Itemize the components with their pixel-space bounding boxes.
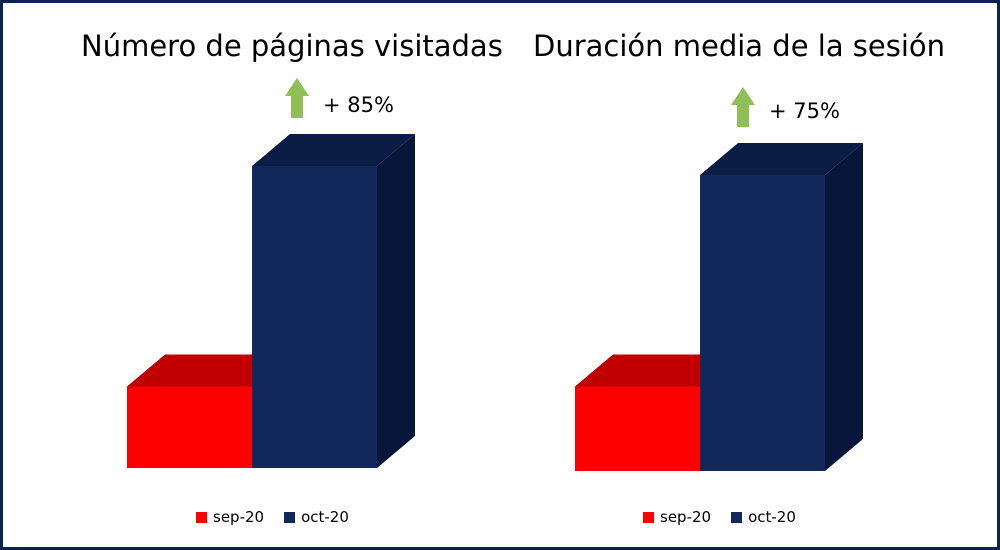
chart1-legend: sep-20 oct-20 xyxy=(196,508,349,526)
legend-swatch-oct xyxy=(284,511,296,523)
chart2-change-label: + 75% xyxy=(769,99,840,123)
bar-top-oct-20 xyxy=(700,143,863,176)
legend-label-sep: sep-20 xyxy=(660,508,712,526)
bar-sep-20 xyxy=(575,386,700,471)
arrow-up-icon xyxy=(285,78,309,118)
chart2-legend: sep-20 oct-20 xyxy=(643,508,796,526)
bar-oct-20 xyxy=(700,175,825,472)
legend-label-oct: oct-20 xyxy=(301,508,349,526)
legend-label-oct: oct-20 xyxy=(748,508,796,526)
chart1-change-label: + 85% xyxy=(323,93,394,117)
bar-charts xyxy=(127,78,863,472)
legend-swatch-sep xyxy=(643,511,654,523)
bar-side-oct-20 xyxy=(825,143,863,472)
bar-sep-20 xyxy=(127,386,252,468)
legend-swatch-sep xyxy=(196,511,207,523)
bar-side-oct-20 xyxy=(377,134,415,468)
legend-swatch-oct xyxy=(731,511,743,523)
bar-top-sep-20 xyxy=(575,354,738,387)
legend-label-sep: sep-20 xyxy=(213,508,265,526)
bar-oct-20 xyxy=(252,166,377,468)
arrow-up-icon xyxy=(731,87,755,128)
bar-top-sep-20 xyxy=(127,354,290,387)
bar-top-oct-20 xyxy=(252,134,415,166)
chart2-title: Duración media de la sesión xyxy=(533,29,946,63)
chart1-title: Número de páginas visitadas xyxy=(81,29,503,63)
